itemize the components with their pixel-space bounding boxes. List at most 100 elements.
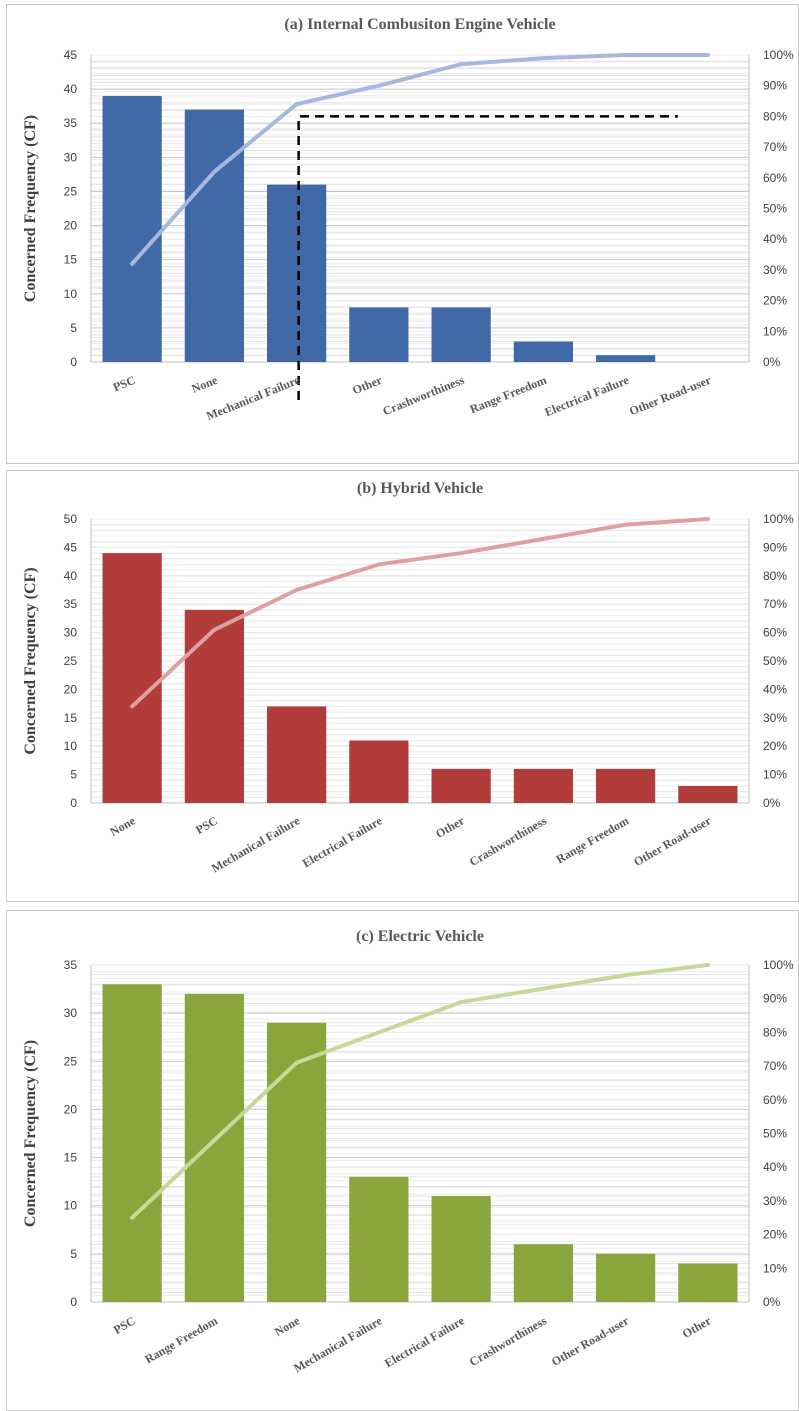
y2-tick-label: 70% — [763, 140, 787, 154]
x-category-label-other-road-user: Other Road-user — [627, 373, 713, 419]
y2-tick-label: 20% — [763, 294, 787, 308]
y-axis-label: Concerned Frequency (CF) — [22, 115, 39, 302]
y2-tick-label: 80% — [763, 109, 787, 123]
x-category-label-range-freedom: Range Freedom — [142, 1313, 220, 1366]
x-category-label-other-road-user: Other Road-user — [631, 813, 714, 869]
y-tick-label: 10 — [64, 1199, 78, 1213]
y-tick-label: 15 — [64, 253, 78, 267]
bar-other — [349, 307, 409, 362]
y2-tick-label: 50% — [763, 202, 787, 216]
y-tick-label: 30 — [64, 150, 78, 164]
y2-tick-label: 90% — [763, 540, 787, 554]
x-category-label-crashworthiness: Crashworthiness — [467, 1313, 549, 1369]
y2-tick-label: 100% — [763, 958, 794, 972]
bar-range-freedom — [513, 341, 573, 362]
y-tick-label: 30 — [64, 1006, 78, 1020]
y2-tick-label: 30% — [763, 263, 787, 277]
bar-crashworthiness — [431, 307, 491, 362]
y-tick-label: 40 — [64, 82, 78, 96]
y-tick-label: 10 — [64, 739, 78, 753]
pareto-chart-electric: (c) Electric Vehicle Concerned Frequency … — [22, 928, 794, 1375]
bar-psc — [102, 984, 162, 1302]
chart-panel-electric: (c) Electric Vehicle Concerned Frequency … — [6, 910, 799, 1411]
x-category-label-none: None — [272, 1313, 303, 1339]
bar-none — [267, 1022, 327, 1302]
bar-other-road-user — [678, 785, 738, 803]
y-tick-label: 5 — [70, 768, 77, 782]
y2-tick-label: 50% — [763, 654, 787, 668]
bar-other — [431, 768, 491, 803]
chart-panel-ice: (a) Internal Combusiton Engine Vehicle Co… — [6, 4, 799, 464]
y-axis-label: Concerned Frequency (CF) — [22, 567, 39, 754]
x-category-label-crashworthiness: Crashworthiness — [467, 813, 549, 869]
y2-tick-label: 100% — [763, 48, 794, 62]
x-category-label-psc: PSC — [193, 813, 220, 836]
bar-psc — [102, 95, 162, 362]
cumulative-percent-line — [130, 53, 710, 266]
y2-tick-label: 40% — [763, 1160, 787, 1174]
y2-tick-label: 40% — [763, 682, 787, 696]
y2-tick-label: 10% — [763, 324, 787, 338]
y2-tick-label: 30% — [763, 711, 787, 725]
x-category-label-none: None — [190, 373, 221, 396]
y2-tick-label: 20% — [763, 1228, 787, 1242]
bar-electrical-failure — [431, 1196, 491, 1302]
bar-other — [678, 1263, 738, 1302]
y2-tick-label: 50% — [763, 1127, 787, 1141]
bar-mechanical-failure — [349, 1176, 409, 1302]
y2-tick-label: 90% — [763, 79, 787, 93]
x-category-label-mechanical-failure: Mechanical Failure — [291, 1313, 385, 1375]
y-tick-label: 40 — [64, 569, 78, 583]
x-category-label-other-road-user: Other Road-user — [549, 1313, 632, 1369]
y-tick-label: 5 — [70, 321, 77, 335]
x-category-label-crashworthiness: Crashworthiness — [381, 373, 467, 419]
x-category-label-electrical-failure: Electrical Failure — [382, 1313, 467, 1370]
x-category-label-other: Other — [680, 1313, 714, 1341]
x-category-label-psc: PSC — [111, 373, 137, 394]
bar-electrical-failure — [596, 355, 656, 362]
y2-tick-label: 80% — [763, 569, 787, 583]
y-tick-label: 0 — [70, 796, 77, 810]
chart-title: (b) Hybrid Vehicle — [357, 480, 483, 497]
y-tick-label: 0 — [70, 1295, 77, 1309]
bar-mechanical-failure — [267, 706, 327, 803]
bar-mechanical-failure — [267, 184, 327, 362]
x-category-label-other: Other — [350, 373, 384, 398]
y-tick-label: 35 — [64, 597, 78, 611]
y-tick-label: 25 — [64, 184, 78, 198]
y2-tick-label: 80% — [763, 1025, 787, 1039]
cumulative-percent-line — [130, 963, 710, 1220]
y-tick-label: 20 — [64, 1102, 78, 1116]
y2-tick-label: 0% — [763, 796, 781, 810]
pareto-chart-ice: (a) Internal Combusiton Engine Vehicle Co… — [22, 16, 794, 423]
y-tick-label: 30 — [64, 626, 78, 640]
y2-tick-label: 0% — [763, 355, 781, 369]
y-tick-label: 5 — [70, 1247, 77, 1261]
x-category-label-psc: PSC — [111, 1313, 138, 1336]
y-tick-label: 20 — [64, 682, 78, 696]
bar-crashworthiness — [513, 1244, 573, 1302]
y2-tick-label: 70% — [763, 597, 787, 611]
bar-none — [102, 553, 162, 803]
x-category-label-none: None — [108, 813, 139, 839]
bar-range-freedom — [184, 993, 244, 1302]
y2-tick-label: 60% — [763, 1093, 787, 1107]
y2-tick-label: 90% — [763, 992, 787, 1006]
bar-crashworthiness — [513, 768, 573, 803]
chart-title: (c) Electric Vehicle — [356, 928, 484, 945]
y-tick-label: 35 — [64, 116, 78, 130]
y2-tick-label: 40% — [763, 232, 787, 246]
x-category-label-range-freedom: Range Freedom — [554, 813, 632, 866]
y-tick-label: 10 — [64, 287, 78, 301]
y2-tick-label: 30% — [763, 1194, 787, 1208]
y2-tick-label: 10% — [763, 768, 787, 782]
bar-other-road-user — [596, 1253, 656, 1302]
y-tick-label: 25 — [64, 654, 78, 668]
x-category-label-electrical-failure: Electrical Failure — [543, 373, 632, 420]
y-tick-label: 45 — [64, 540, 78, 554]
y2-tick-label: 20% — [763, 739, 787, 753]
y2-tick-label: 60% — [763, 626, 787, 640]
pareto-chart-hybrid: (b) Hybrid Vehicle Concerned Frequency (C… — [22, 480, 794, 875]
y-tick-label: 20 — [64, 219, 78, 233]
y-axis-label: Concerned Frequency (CF) — [22, 1040, 39, 1227]
